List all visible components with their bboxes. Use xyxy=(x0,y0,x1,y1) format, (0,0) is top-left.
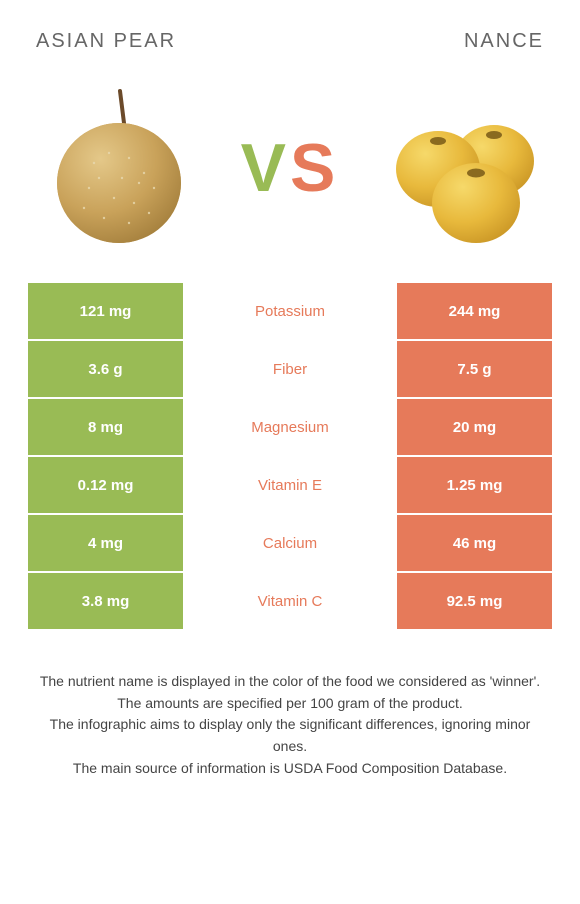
right-value: 20 mg xyxy=(397,399,552,457)
footer-notes: The nutrient name is displayed in the co… xyxy=(28,671,552,779)
right-value: 1.25 mg xyxy=(397,457,552,515)
right-value: 7.5 g xyxy=(397,341,552,399)
right-value: 244 mg xyxy=(397,283,552,341)
vs-s: S xyxy=(290,129,339,207)
footer-line: The main source of information is USDA F… xyxy=(32,758,548,780)
nutrient-table: 121 mg Potassium 244 mg 3.6 g Fiber 7.5 … xyxy=(28,283,552,631)
left-value: 4 mg xyxy=(28,515,183,573)
footer-line: The infographic aims to display only the… xyxy=(32,714,548,757)
hero-row: VS xyxy=(28,63,552,283)
footer-line: The nutrient name is displayed in the co… xyxy=(32,671,548,693)
header: ASIAN PEAR NANCE xyxy=(28,24,552,63)
nutrient-name: Fiber xyxy=(183,341,397,399)
nutrient-name: Potassium xyxy=(183,283,397,341)
vs-v: V xyxy=(241,129,290,207)
left-value: 8 mg xyxy=(28,399,183,457)
right-value: 46 mg xyxy=(397,515,552,573)
right-value: 92.5 mg xyxy=(397,573,552,631)
table-row: 0.12 mg Vitamin E 1.25 mg xyxy=(28,457,552,515)
infographic-container: ASIAN PEAR NANCE xyxy=(0,0,580,803)
right-food-title: NANCE xyxy=(290,30,544,53)
left-value: 3.8 mg xyxy=(28,573,183,631)
footer-line: The amounts are specified per 100 gram o… xyxy=(32,693,548,715)
table-row: 3.8 mg Vitamin C 92.5 mg xyxy=(28,573,552,631)
asian-pear-image xyxy=(34,83,204,253)
vs-label: VS xyxy=(241,129,340,207)
left-value: 121 mg xyxy=(28,283,183,341)
nutrient-name: Calcium xyxy=(183,515,397,573)
table-row: 3.6 g Fiber 7.5 g xyxy=(28,341,552,399)
left-value: 0.12 mg xyxy=(28,457,183,515)
table-row: 121 mg Potassium 244 mg xyxy=(28,283,552,341)
left-food-title: ASIAN PEAR xyxy=(36,30,290,53)
nance-image xyxy=(376,83,546,253)
left-value: 3.6 g xyxy=(28,341,183,399)
table-row: 8 mg Magnesium 20 mg xyxy=(28,399,552,457)
nutrient-name: Vitamin C xyxy=(183,573,397,631)
nutrient-name: Vitamin E xyxy=(183,457,397,515)
nutrient-name: Magnesium xyxy=(183,399,397,457)
table-row: 4 mg Calcium 46 mg xyxy=(28,515,552,573)
